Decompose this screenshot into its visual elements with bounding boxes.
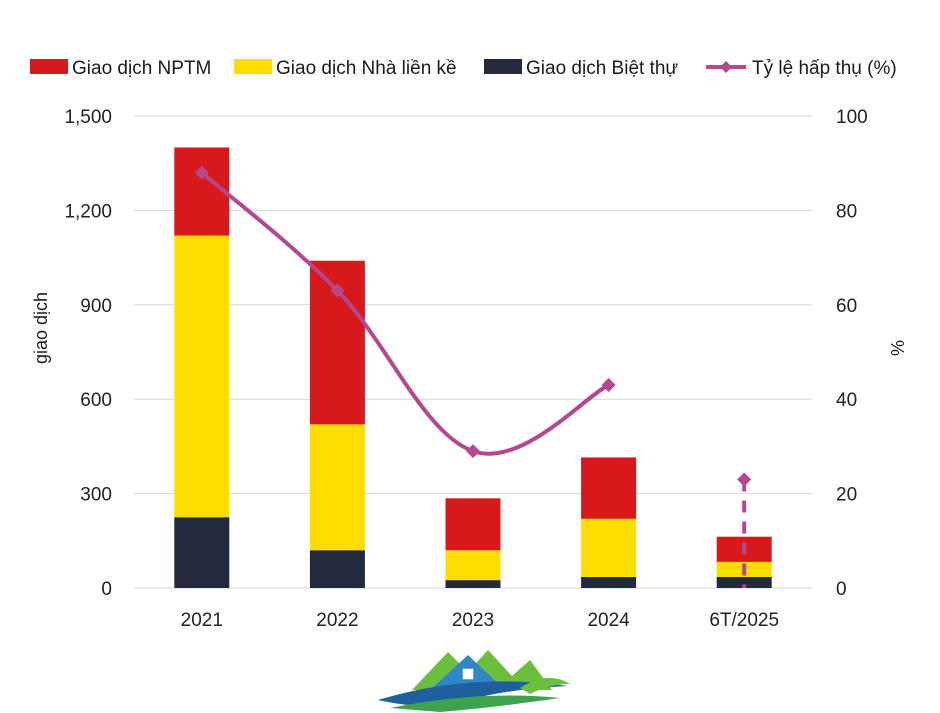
legend-marker <box>720 61 732 73</box>
bar-segment <box>716 576 772 588</box>
y-axis-title: giao dịch <box>31 292 51 364</box>
legend-swatch <box>30 59 68 74</box>
legend-label: Tỷ lệ hấp thụ (%) <box>752 58 897 79</box>
y-tick-label: 600 <box>80 390 112 411</box>
y-tick-label: 1,200 <box>64 201 112 222</box>
y-axis-right: 0 20 40 60 80 100 <box>836 107 868 600</box>
bar-segment <box>445 498 501 551</box>
legend: Giao dịch NPTM Giao dịch Nhà liền kề Giao … <box>30 58 897 79</box>
absorption-line <box>194 165 752 588</box>
y-tick-label: 1,500 <box>64 107 112 128</box>
y2-tick-label: 0 <box>836 579 847 600</box>
legend-item: Tỷ lệ hấp thụ (%) <box>706 58 897 79</box>
x-tick-label: 2023 <box>452 610 494 631</box>
y2-tick-label: 20 <box>836 485 857 506</box>
bar-segment <box>581 576 637 588</box>
y2-axis-title: % <box>887 340 907 356</box>
y-axis-left: 0 300 600 900 1,200 1,500 <box>64 107 112 600</box>
legend-label: Giao dịch Biệt thự <box>526 58 678 79</box>
bar-segment <box>445 580 501 588</box>
bar-segment <box>309 550 365 588</box>
absorption-point <box>737 472 752 487</box>
absorption-point <box>466 444 480 459</box>
y2-tick-label: 80 <box>836 201 857 222</box>
y2-tick-label: 100 <box>836 107 868 128</box>
y-tick-label: 900 <box>80 296 112 317</box>
house-wave-logo-icon <box>378 650 570 712</box>
y2-tick-label: 60 <box>836 296 857 317</box>
absorption-point <box>330 283 345 298</box>
y2-tick-label: 40 <box>836 390 857 411</box>
x-tick-label: 2024 <box>587 610 630 631</box>
y-tick-label: 300 <box>80 485 112 506</box>
x-axis: 2021 2022 2023 2024 6T/2025 <box>181 610 779 631</box>
legend-label: Giao dịch NPTM <box>72 58 211 79</box>
bar-segment <box>581 457 637 519</box>
bar-segment <box>174 147 230 236</box>
bar-segment <box>581 518 637 577</box>
bars <box>174 147 772 588</box>
legend-item: Giao dịch Nhà liền kề <box>234 58 457 79</box>
legend-swatch <box>234 59 272 74</box>
legend-item: Giao dịch Biệt thự <box>484 58 678 79</box>
x-tick-label: 2021 <box>181 610 223 631</box>
bar-segment <box>445 550 501 581</box>
absorption-line-path <box>200 171 610 456</box>
bar-segment <box>174 517 230 588</box>
legend-item: Giao dịch NPTM <box>30 58 211 79</box>
absorption-point <box>194 165 209 180</box>
y-tick-label: 0 <box>101 579 112 600</box>
legend-swatch <box>484 59 522 74</box>
bar-segment <box>174 235 230 518</box>
x-tick-label: 2022 <box>316 610 358 631</box>
absorption-point <box>601 378 616 393</box>
bar-segment <box>309 424 365 551</box>
x-tick-label: 6T/2025 <box>709 610 779 631</box>
legend-label: Giao dịch Nhà liền kề <box>276 58 457 79</box>
